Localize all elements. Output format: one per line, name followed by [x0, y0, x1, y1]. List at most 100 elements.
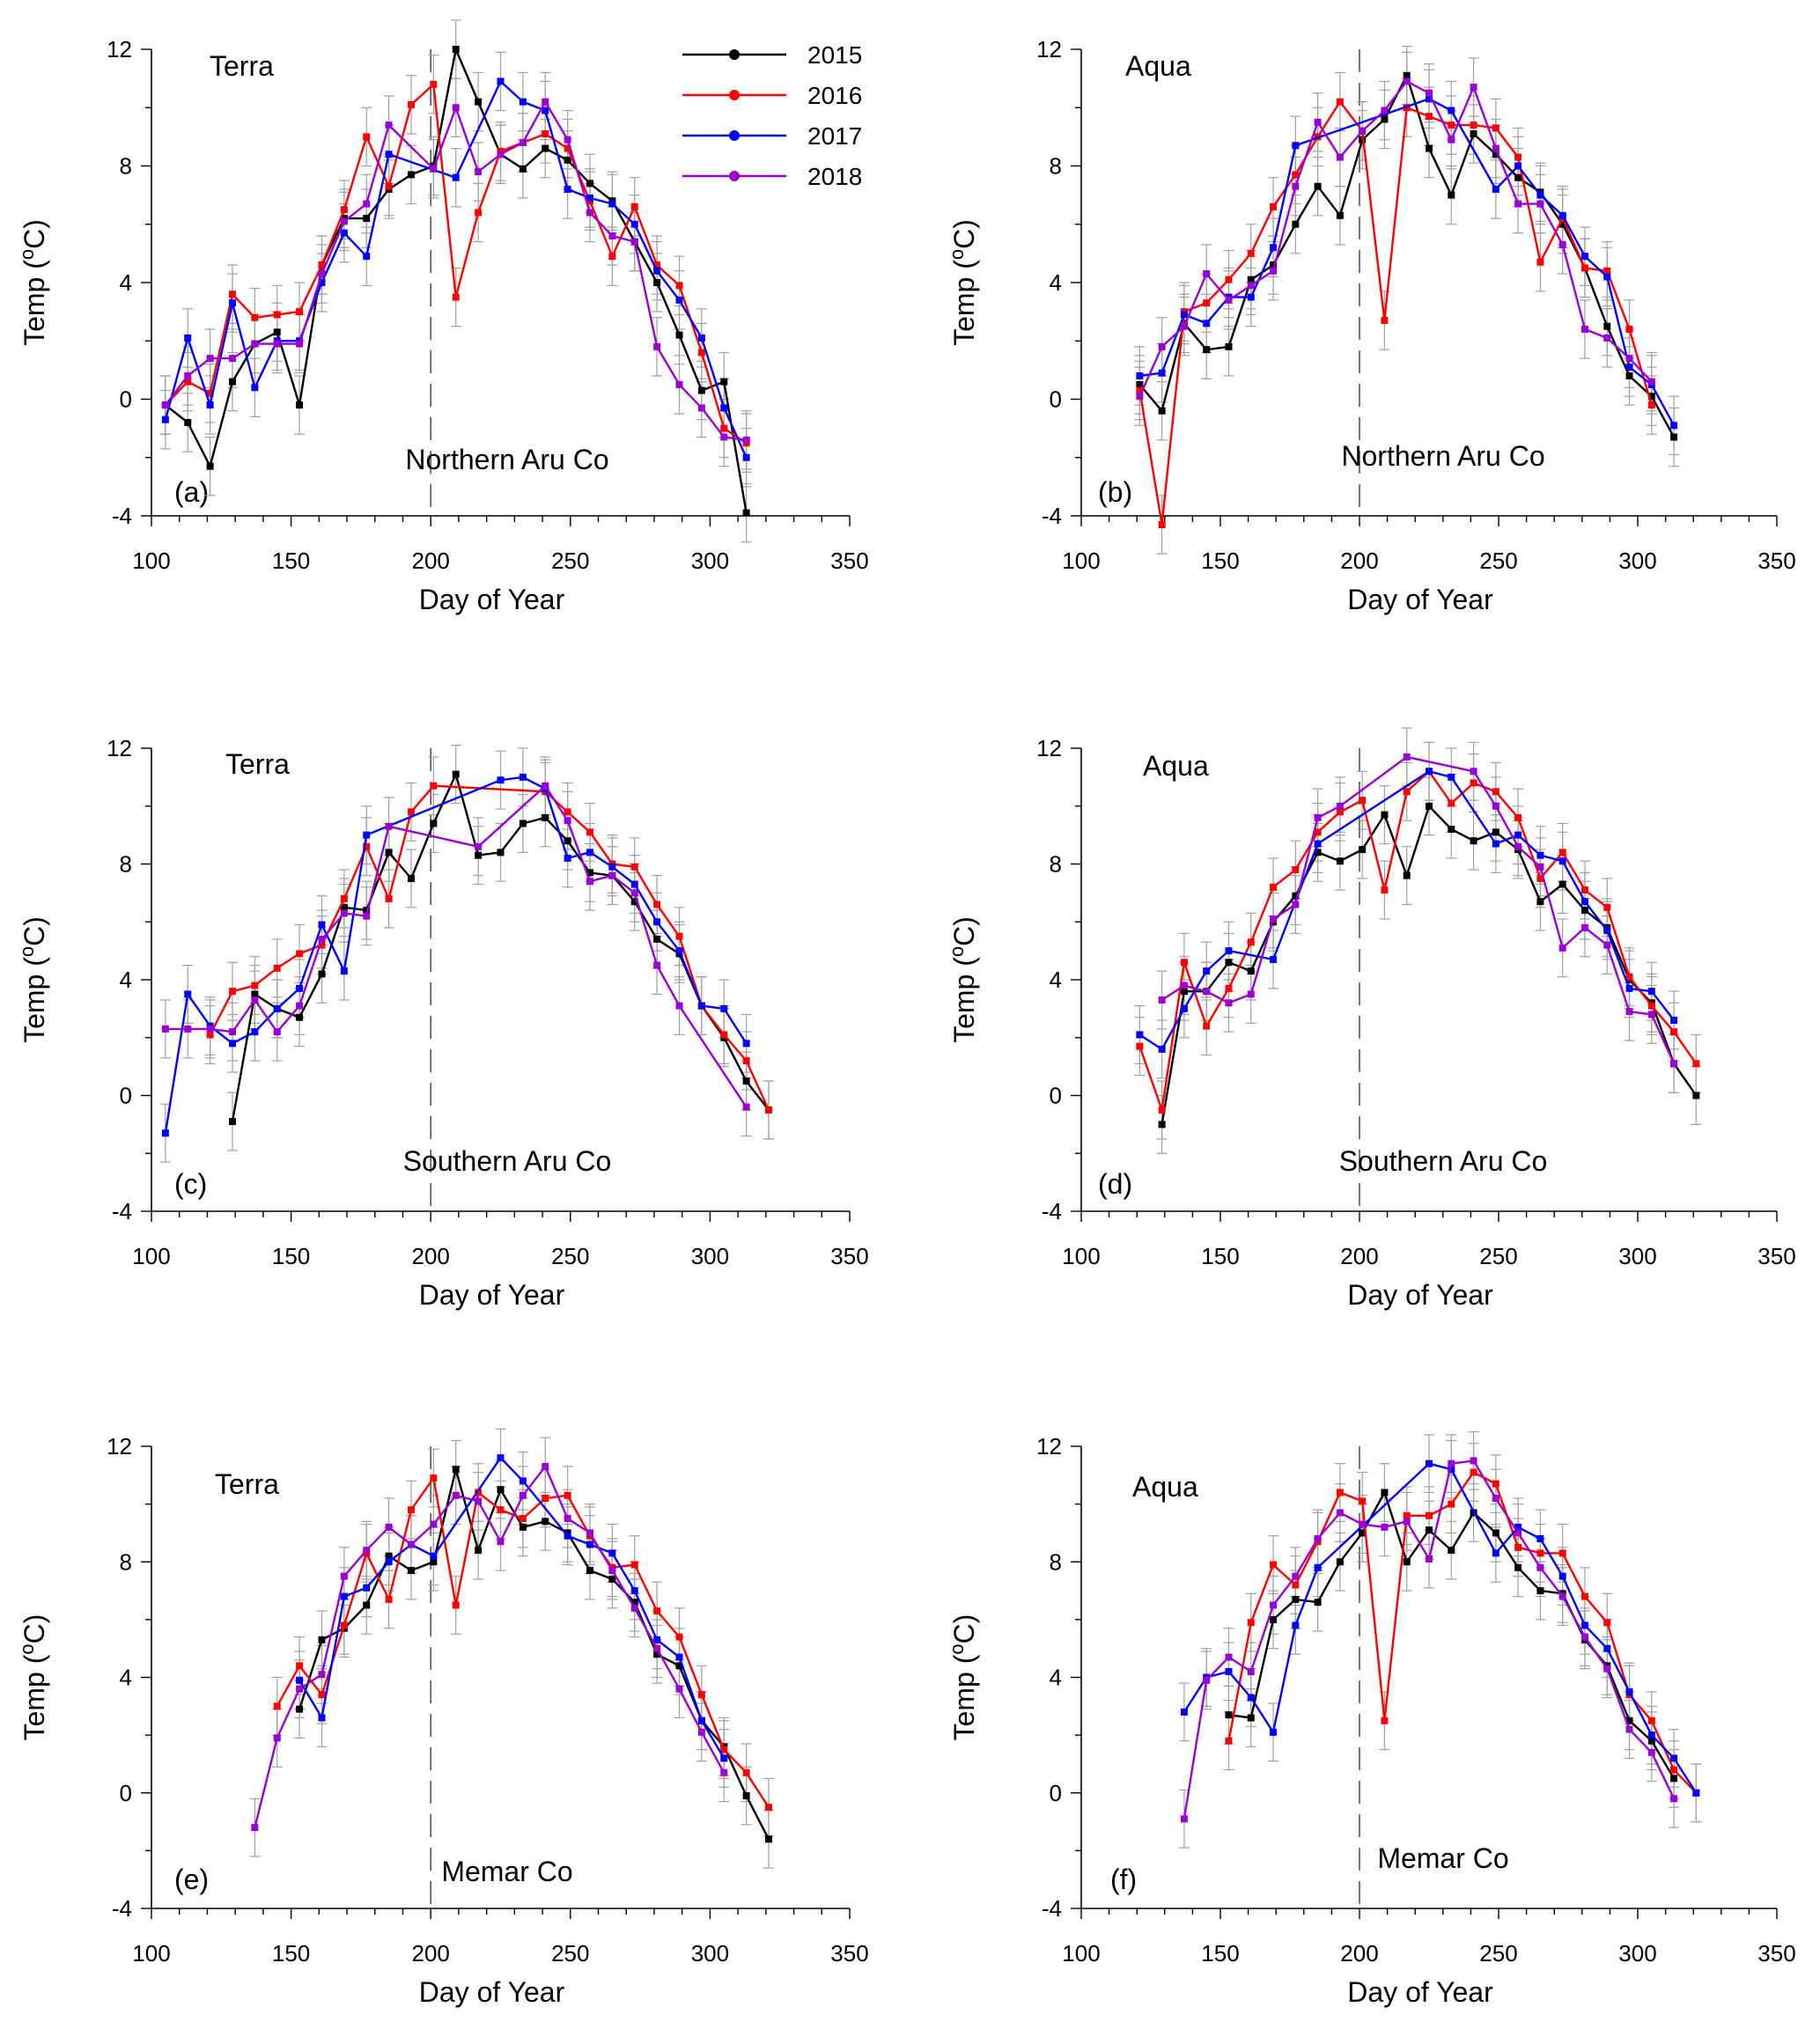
data-point-2017: [675, 296, 683, 304]
x-axis-title: Day of Year: [1347, 1976, 1493, 2008]
data-point-2017: [630, 1587, 638, 1595]
data-point-2018: [630, 1604, 638, 1612]
data-point-2016: [184, 378, 192, 386]
data-point-2016: [1692, 1060, 1700, 1068]
data-point-2017: [720, 1004, 728, 1012]
data-point-2017: [1158, 1045, 1166, 1053]
series-line-2017: [1138, 770, 1676, 1051]
data-point-2018: [608, 871, 616, 879]
data-point-2017: [697, 334, 705, 342]
data-point-2017: [1426, 768, 1433, 776]
data-point-2018: [318, 935, 326, 943]
satellite-label: Terra: [215, 1468, 279, 1500]
data-point-2018: [363, 200, 371, 208]
panel-label: (e): [174, 1864, 209, 1895]
data-point-2017: [1514, 831, 1522, 839]
data-point-2018: [519, 1491, 527, 1499]
data-point-2016: [1403, 1511, 1411, 1519]
data-point-2015: [452, 1466, 460, 1474]
data-point-2018: [228, 355, 236, 363]
data-point-2017: [1603, 273, 1611, 281]
data-point-2016: [385, 1595, 393, 1603]
data-point-2016: [1247, 249, 1255, 257]
data-point-2015: [1426, 1526, 1433, 1534]
data-point-2016: [630, 202, 638, 210]
data-point-2016: [1158, 520, 1166, 528]
panel-label: (d): [1098, 1168, 1132, 1200]
data-point-2016: [1558, 849, 1566, 857]
data-point-2017: [1492, 186, 1499, 193]
region-label: Southern Aru Co: [403, 1145, 612, 1177]
y-tick-label: -4: [112, 1198, 132, 1224]
data-point-2018: [206, 1025, 214, 1033]
data-point-2015: [1514, 173, 1522, 181]
chart-panel-c: -4 0 4 8 12 100 150 200 250 300 350 Day of Year Temp…: [16, 735, 869, 1311]
data-point-2015: [630, 1599, 638, 1607]
data-point-2015: [1603, 322, 1611, 330]
data-point-2016: [407, 100, 415, 108]
data-point-2016: [1247, 1619, 1255, 1627]
data-point-2015: [407, 874, 415, 882]
data-point-2016: [1625, 973, 1633, 981]
data-point-2018: [653, 342, 661, 350]
legend-label: 2016: [807, 82, 862, 109]
data-point-2018: [653, 961, 661, 969]
data-point-2016: [228, 988, 236, 996]
data-point-2015: [1292, 1595, 1300, 1603]
data-point-2015: [228, 378, 236, 386]
data-point-2016: [1536, 874, 1544, 882]
data-point-2016: [318, 261, 326, 269]
y-tick-label: 12: [1036, 1433, 1062, 1459]
data-point-2015: [1403, 871, 1411, 879]
data-point-2015: [1336, 1558, 1344, 1566]
data-point-2018: [340, 1572, 348, 1580]
data-point-2018: [586, 209, 594, 217]
data-point-2017: [675, 947, 683, 955]
data-point-2018: [1158, 342, 1166, 350]
data-point-2018: [296, 1685, 304, 1693]
data-point-2018: [1647, 1011, 1655, 1018]
data-point-2015: [653, 279, 661, 286]
data-point-2018: [1603, 941, 1611, 949]
data-point-2017: [519, 1477, 527, 1485]
data-point-2015: [452, 46, 460, 53]
x-tick-label: 100: [132, 1940, 170, 1967]
x-tick-label: 200: [1340, 1243, 1378, 1269]
data-point-2017: [1314, 840, 1322, 848]
data-point-2018: [1336, 1509, 1344, 1517]
data-point-2018: [251, 340, 259, 348]
data-point-2018: [653, 1644, 661, 1652]
data-point-2018: [1247, 990, 1255, 998]
data-point-2016: [385, 182, 393, 190]
data-point-2015: [630, 898, 638, 906]
x-tick-label: 200: [412, 1243, 450, 1269]
y-axis-title: Temp (oC): [946, 219, 981, 346]
data-point-2017: [1448, 107, 1455, 114]
data-point-2018: [1225, 1653, 1233, 1661]
data-point-2018: [1180, 982, 1188, 989]
data-point-2018: [161, 401, 169, 409]
data-point-2015: [340, 903, 348, 911]
data-point-2016: [653, 1607, 661, 1615]
data-point-2015: [564, 156, 571, 164]
data-point-2015: [363, 1601, 371, 1609]
y-axis-title: Temp (oC): [16, 916, 51, 1043]
data-point-2018: [1492, 144, 1499, 152]
data-point-2015: [1492, 1529, 1499, 1537]
data-point-2017: [1225, 1667, 1233, 1675]
series-line-2015: [1161, 805, 1698, 1125]
data-point-2017: [653, 267, 661, 275]
data-point-2016: [1470, 1468, 1477, 1476]
data-point-2016: [1381, 1717, 1389, 1724]
data-point-2015: [385, 849, 393, 857]
data-point-2015: [296, 1013, 304, 1021]
x-axis-title: Day of Year: [419, 1976, 565, 2008]
x-axis-title: Day of Year: [1347, 1279, 1493, 1311]
data-point-2016: [542, 1495, 549, 1503]
data-point-2015: [1270, 261, 1278, 269]
data-point-2018: [675, 1002, 683, 1010]
x-tick-label: 300: [691, 1243, 729, 1269]
y-tick-label: 12: [1036, 735, 1062, 761]
data-point-2018: [720, 433, 728, 441]
data-point-2017: [697, 1002, 705, 1010]
